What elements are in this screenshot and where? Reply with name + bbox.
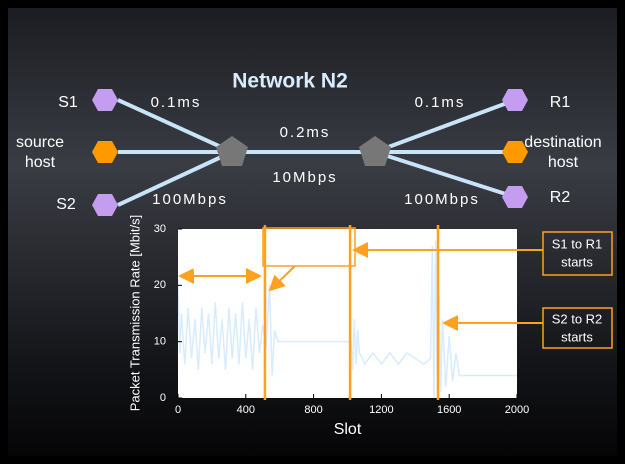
link-label: 0.2ms	[280, 124, 331, 141]
annotation: starts	[561, 254, 593, 269]
node-label: R2	[550, 189, 571, 206]
y-tick-label: 30	[154, 223, 166, 235]
link-label: 0.1ms	[151, 94, 202, 111]
annotation: S1 to R1	[552, 236, 603, 251]
annotation: starts	[293, 247, 325, 262]
annotation: building	[193, 258, 238, 273]
y-tick-label: 20	[154, 279, 166, 291]
node-label: S1	[58, 94, 78, 111]
y-tick-label: 10	[154, 336, 166, 348]
annotation: starts	[561, 329, 593, 344]
title: Network N2	[232, 70, 348, 93]
annotation: model	[197, 240, 233, 255]
link-label: 0.1ms	[415, 94, 466, 111]
x-tick-label: 400	[237, 404, 255, 416]
link-label: 100Mbps	[404, 191, 480, 208]
x-axis-label: Slot	[334, 421, 362, 438]
x-tick-label: 0	[175, 404, 181, 416]
y-tick-label: 0	[160, 392, 166, 404]
slide: Network N2S1sourcehostS2R1destinationhos…	[0, 0, 625, 464]
x-tick-label: 800	[304, 404, 322, 416]
annotation: rate control	[276, 230, 341, 245]
y-axis-label: Packet Transmission Rate [Mbit/s]	[127, 215, 142, 412]
node-label: R1	[550, 94, 571, 111]
node-label: S2	[56, 196, 76, 213]
x-tick-label: 2000	[505, 404, 529, 416]
link-label: 10Mbps	[272, 169, 337, 186]
x-tick-label: 1600	[437, 404, 461, 416]
annotation: S2 to R2	[552, 311, 603, 326]
x-tick-label: 1200	[369, 404, 393, 416]
link-label: 100Mbps	[152, 191, 228, 208]
